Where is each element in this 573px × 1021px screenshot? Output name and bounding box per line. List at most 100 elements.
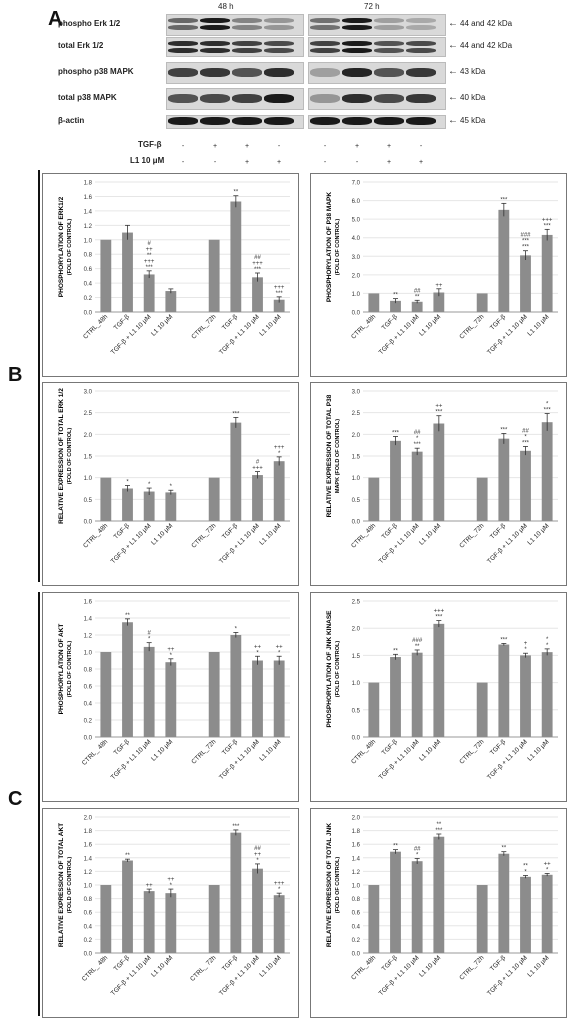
blot-band: [406, 41, 436, 46]
chart-svg: 0.0 1.0 2.0 3.0 4.0 5.0 6.0 7.0 PHOSPHORYLATION …: [326, 181, 558, 356]
y-tick-label: 2.0: [352, 433, 361, 439]
treatment-sign: +: [354, 143, 360, 150]
x-tick-label: CTRL_72h: [458, 313, 485, 340]
bar: [252, 277, 263, 312]
blot-band: [342, 25, 372, 30]
treatment-sign: +: [276, 159, 282, 166]
significance-mark: ++: [146, 883, 154, 889]
blot-band: [310, 41, 340, 46]
significance-mark: ++: [435, 404, 443, 410]
x-tick-label: L1 10 μM: [150, 738, 174, 762]
blot-band: [264, 25, 294, 30]
x-tick-label: TGF-β + L1 10 μM: [486, 522, 529, 565]
bar: [122, 488, 133, 521]
blot-band: [310, 18, 340, 23]
blot-band: [264, 18, 294, 23]
y-tick-label: 1.4: [84, 209, 93, 215]
blot-size-label: 44 and 42 kDa: [448, 40, 512, 51]
significance-mark: ##: [414, 846, 421, 852]
bar: [122, 232, 133, 312]
significance-mark: *: [546, 637, 549, 643]
bar: [476, 682, 488, 737]
y-tick-label: 0.0: [84, 736, 93, 742]
significance-mark: #: [147, 631, 151, 637]
blot-band: [406, 117, 436, 125]
x-tick-label: L1 10 μM: [150, 954, 174, 978]
blot-band: [374, 41, 404, 46]
significance-mark: *: [148, 482, 151, 488]
x-tick-label: TGF-β + L1 10 μM: [378, 738, 421, 781]
bar: [143, 891, 155, 953]
blot-band: [232, 93, 262, 103]
bar: [208, 885, 220, 953]
treatment-sign: +: [244, 143, 250, 150]
significance-mark: +++: [542, 217, 553, 223]
x-tick-label: TGF-β + L1 10 μM: [218, 954, 261, 997]
chart-p-jnk: 0.0 0.5 1.0 1.5 2.0 2.5 PHOSPHORYLATION OF JNK…: [310, 592, 567, 802]
bar: [143, 646, 155, 737]
blot-band: [406, 67, 436, 77]
chart-p-akt: 0.0 0.2 0.4 0.6 0.8 1.0 1.2 1.4 1.6 PHOSPHORYLATI…: [42, 592, 299, 802]
x-tick-label: TGF-β: [221, 313, 239, 331]
significance-mark: **: [125, 853, 130, 859]
treatment-sign: -: [277, 143, 281, 150]
chart-svg: 0.0 0.5 1.0 1.5 2.0 2.5 PHOSPHORYLATION OF JNK…: [326, 600, 558, 781]
bar: [433, 836, 445, 953]
y-axis-label: PHOSPHORYLATION OF ERK1/2: [58, 196, 65, 297]
blot-band: [200, 25, 230, 30]
significance-mark: ***: [435, 828, 443, 834]
y-tick-label: 1.0: [84, 238, 93, 244]
significance-mark: *: [416, 852, 419, 858]
x-tick-label: TGF-β + L1 10 μM: [218, 738, 261, 781]
y-tick-label: 0.4: [352, 924, 361, 930]
significance-mark: ***: [500, 427, 508, 433]
treatment-label-tgfb: TGF-β: [138, 140, 162, 149]
blot-band: [264, 117, 294, 125]
y-tick-label: 1.6: [84, 843, 93, 849]
y-tick-label: 1.0: [84, 476, 93, 482]
x-tick-label: L1 10 μM: [258, 954, 282, 978]
bar: [433, 292, 445, 312]
x-tick-label: CTRL_ 72h: [189, 954, 218, 983]
y-axis-label: RELATIVE EXPRESSION OF TOTAL ERK 1/2: [58, 388, 65, 524]
blot-band: [310, 117, 340, 125]
y-tick-label: 1.4: [84, 617, 93, 623]
y-tick-label: 0.5: [352, 498, 361, 504]
significance-mark: *: [126, 479, 129, 485]
blot-band: [406, 48, 436, 53]
x-tick-label: L1 10 μM: [258, 313, 282, 337]
x-tick-label: TGF-β + L1 10 μM: [110, 522, 153, 565]
significance-mark: +++: [252, 466, 263, 472]
x-tick-label: CTRL_72h: [190, 738, 217, 765]
x-tick-label: TGF-β: [221, 738, 239, 756]
significance-mark: ***: [435, 615, 443, 621]
blot-band: [310, 25, 340, 30]
significance-mark: ***: [500, 637, 508, 643]
significance-mark: ++: [435, 283, 443, 289]
y-tick-label: 0.5: [352, 708, 361, 714]
panel-label-b: B: [8, 364, 23, 386]
y-tick-label: 1.0: [352, 681, 361, 687]
bar: [368, 682, 380, 737]
significance-mark: **: [125, 613, 130, 619]
blot-strip: [166, 37, 304, 57]
chart-t-erk: 0.0 0.5 1.0 1.5 2.0 2.5 3.0 RELATIVE EXPRESSION…: [42, 382, 299, 586]
blot-band: [342, 93, 372, 103]
blot-band: [342, 41, 372, 46]
y-axis-label: RELATIVE EXPRESSION OF TOTAL JNK: [326, 823, 333, 947]
blot-band: [200, 48, 230, 53]
x-tick-label: CTRL_48h: [82, 522, 109, 549]
x-tick-label: TGF-β: [381, 954, 399, 972]
significance-mark: **: [501, 846, 506, 852]
chart-svg: 0.0 0.2 0.4 0.6 0.8 1.0 1.2 1.4 1.6 1.8 2.0 RELATIV…: [326, 816, 558, 997]
y-tick-label: 0.8: [84, 897, 93, 903]
blot-band: [264, 48, 294, 53]
y-tick-label: 0.6: [352, 911, 361, 917]
bar: [230, 422, 242, 521]
chart-p-erk: 0.0 0.2 0.4 0.6 0.8 1.0 1.2 1.4 1.6 1.8 PHOSPHORYL…: [42, 173, 299, 377]
y-tick-label: 2.0: [352, 627, 361, 633]
x-tick-label: TGF-β + L1 10 μM: [378, 954, 421, 997]
significance-mark: +++: [274, 285, 285, 291]
significance-mark: ***: [544, 408, 552, 414]
y-axis-label-sub: (FOLD OF CONTROL): [335, 641, 341, 698]
